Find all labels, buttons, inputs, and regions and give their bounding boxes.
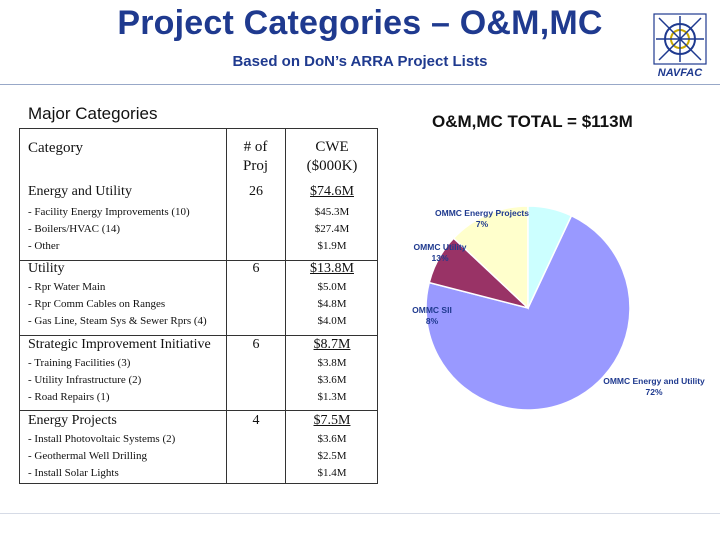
group-name: Utility: [28, 261, 65, 276]
table-col-divider: [285, 129, 286, 483]
table-row-divider: [20, 260, 377, 261]
item-label: - Rpr Comm Cables on Ranges: [28, 298, 166, 310]
pie-label-ommc-sii: OMMC SII: [412, 305, 452, 315]
item-value: $1.9M: [317, 240, 347, 252]
item-label: - Geothermal Well Drilling: [28, 450, 147, 462]
item-label: - Install Photovoltaic Systems (2): [28, 433, 176, 445]
header-proj-line2: Proj: [242, 158, 268, 174]
pie-pct-ommc-utility: 13%: [431, 253, 448, 263]
item-label: - Road Repairs (1): [28, 391, 110, 403]
group-total: $7.5M: [313, 413, 351, 428]
item-value: $5.0M: [317, 281, 347, 293]
pie-pct-ommc-energy-and-utility: 72%: [645, 387, 662, 397]
item-value: $1.3M: [317, 391, 347, 403]
item-value: $3.8M: [317, 357, 347, 369]
group-total: $13.8M: [310, 261, 354, 276]
item-label: - Utility Infrastructure (2): [28, 374, 142, 386]
item-value: $45.3M: [314, 206, 350, 218]
item-value: $3.6M: [317, 433, 347, 445]
item-label: - Facility Energy Improvements (10): [28, 206, 190, 218]
header-divider: [0, 84, 720, 85]
table-row-divider: [20, 410, 377, 411]
header-proj-line1: # of: [243, 139, 268, 155]
header-cwe-line2: ($000K): [306, 158, 358, 174]
item-value: $3.6M: [317, 374, 347, 386]
footer-divider: [0, 513, 720, 514]
categories-table: Category # of Proj CWE ($000K) Energy an…: [19, 128, 378, 484]
pie-slice-ommc-energy-projects: [527, 205, 573, 309]
major-categories-label: Major Categories: [28, 104, 158, 123]
item-label: - Training Facilities (3): [28, 357, 131, 369]
header-proj: # of Proj: [226, 138, 285, 176]
pie-slice-ommc-utility: [452, 205, 529, 310]
group-name: Energy and Utility: [28, 184, 132, 199]
header-category: Category: [28, 140, 83, 156]
item-label: - Rpr Water Main: [28, 281, 106, 293]
pie-label-ommc-utility: OMMC Utility: [414, 242, 467, 252]
item-value: $27.4M: [314, 223, 350, 235]
table-row-divider: [20, 335, 377, 336]
item-value: $4.8M: [317, 298, 347, 310]
group-name: Energy Projects: [28, 413, 117, 428]
total-label: O&M,MC TOTAL = $113M: [432, 112, 633, 131]
group-total: $74.6M: [310, 184, 354, 199]
pie-pct-ommc-energy-projects: 7%: [476, 219, 489, 229]
group-count: 6: [252, 337, 260, 352]
item-label: - Gas Line, Steam Sys & Sewer Rprs (4): [28, 315, 207, 327]
pie-label-ommc-energy-projects: OMMC Energy Projects: [435, 208, 529, 218]
page-title: Project Categories – O&M,MC: [117, 4, 603, 42]
header-cwe: CWE ($000K): [285, 138, 379, 176]
item-label: - Other: [28, 240, 60, 252]
group-count: 4: [252, 413, 260, 428]
header-cwe-line1: CWE: [315, 139, 349, 155]
group-name: Strategic Improvement Initiative: [28, 337, 211, 352]
table-col-divider: [226, 129, 227, 483]
item-value: $4.0M: [317, 315, 347, 327]
logo-text: NAVFAC: [658, 67, 703, 79]
group-count: 26: [249, 184, 263, 199]
item-value: $2.5M: [317, 450, 347, 462]
item-label: - Install Solar Lights: [28, 467, 119, 479]
navfac-logo-icon: NAVFAC: [653, 13, 707, 79]
pie-label-ommc-energy-and-utility: OMMC Energy and Utility: [603, 376, 705, 386]
item-value: $1.4M: [317, 467, 347, 479]
item-label: - Boilers/HVAC (14): [28, 223, 121, 235]
pie-slice-ommc-energy-and-utility: [425, 214, 631, 410]
group-total: $8.7M: [313, 337, 351, 352]
page-subtitle: Based on DoN’s ARRA Project Lists: [232, 53, 488, 70]
group-count: 6: [252, 261, 260, 276]
pie-pct-ommc-sii: 8%: [426, 316, 439, 326]
